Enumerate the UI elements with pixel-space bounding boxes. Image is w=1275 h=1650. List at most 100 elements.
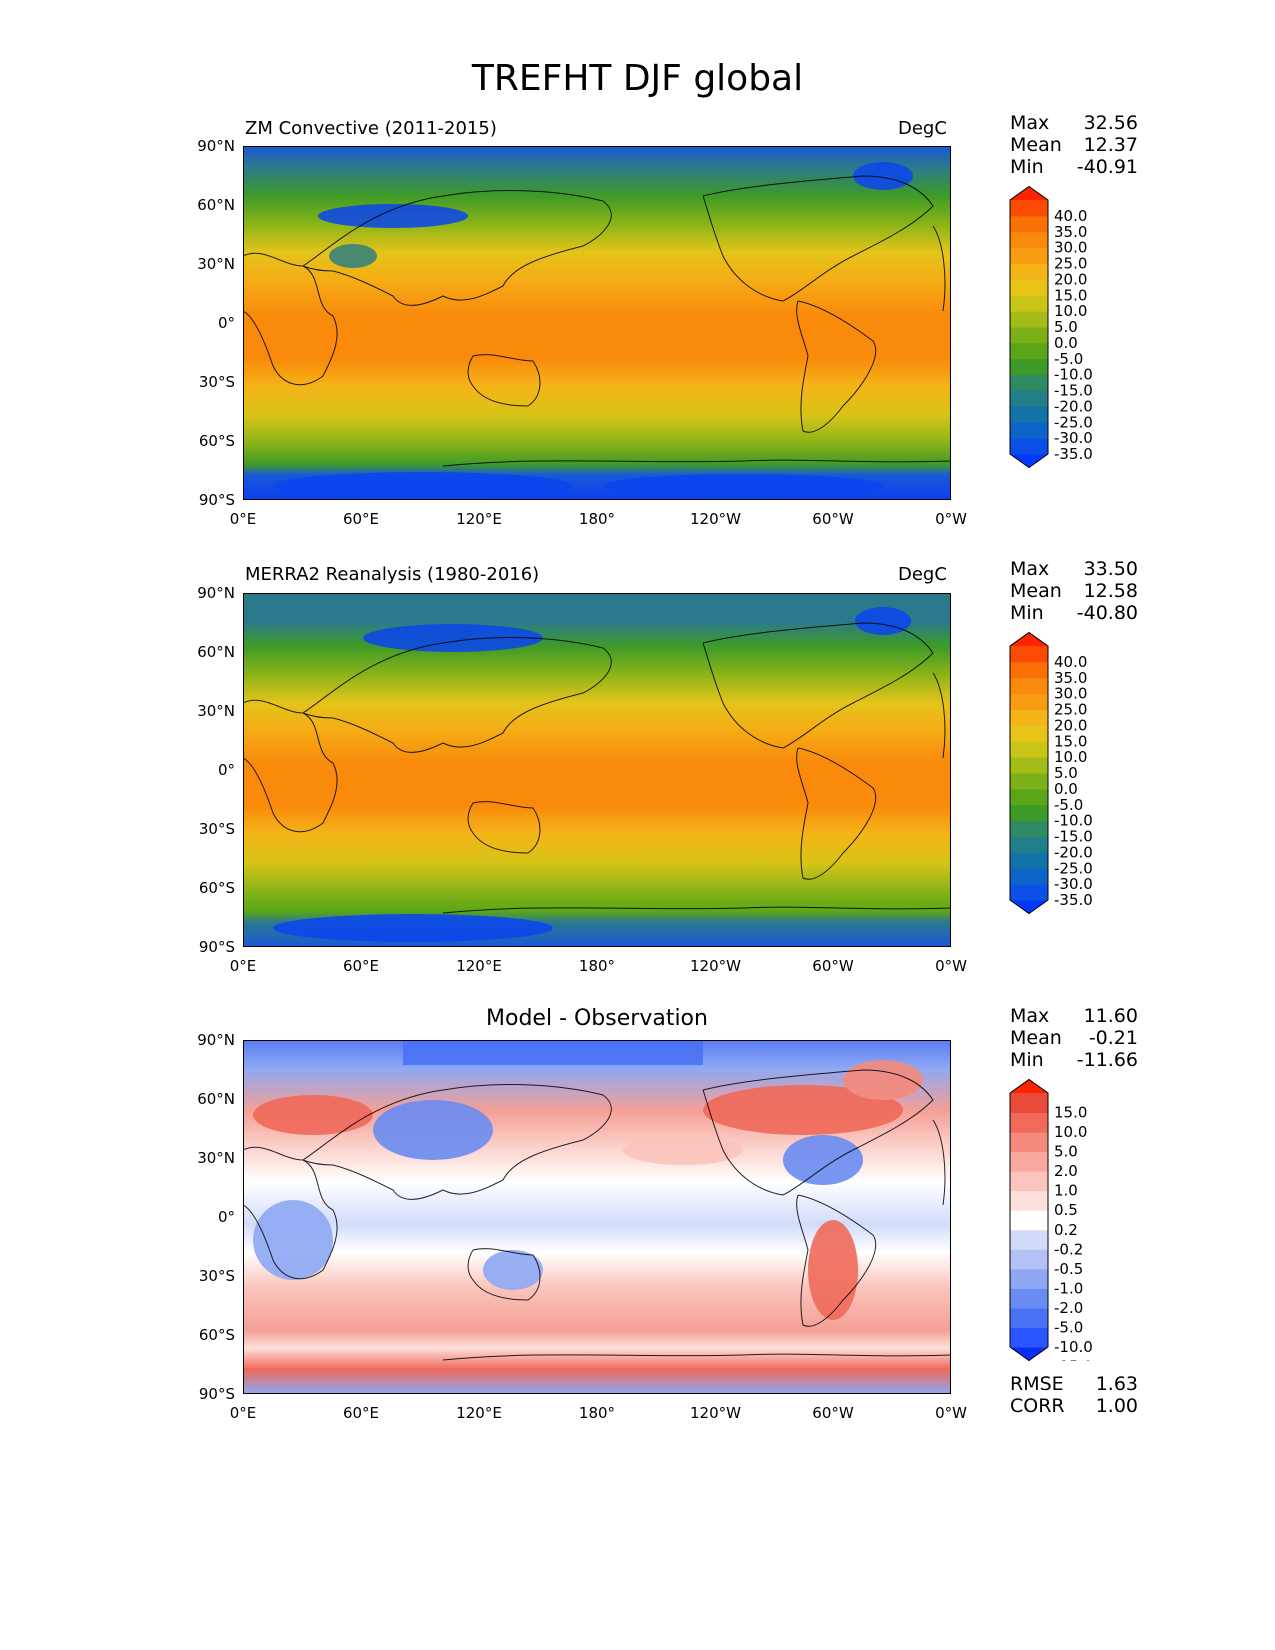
colorbar-extend-max <box>1010 632 1048 646</box>
colorbar-tick-label: -2.0 <box>1054 1299 1083 1317</box>
colorbar-tick-label: -0.2 <box>1054 1240 1083 1258</box>
colorbar-segment <box>1010 231 1048 249</box>
lon-tick-label: 0°E <box>229 1404 257 1422</box>
colorbar-segment <box>1010 677 1048 695</box>
lat-tick-label: 60°N <box>197 643 235 661</box>
lon-tick-label: 120°E <box>456 1404 502 1422</box>
panel-3-title: Model - Observation <box>486 1006 708 1031</box>
panel-2-colorbar: 40.035.030.025.020.015.010.05.00.0-5.0-1… <box>1009 632 1093 914</box>
colorbar-segment <box>1010 1288 1048 1309</box>
colorbar-tick-label: -35.0 <box>1054 891 1093 909</box>
colorbar-tick-label: -35.0 <box>1054 445 1093 463</box>
colorbar-extend-max <box>1010 1079 1048 1093</box>
lat-tick-label: 60°N <box>197 196 235 214</box>
colorbar-segment <box>1010 836 1048 853</box>
lon-tick-label: 0°W <box>935 1404 967 1422</box>
colorbar-segment <box>1010 1249 1048 1270</box>
colorbar-segment <box>1010 422 1048 439</box>
colorbar-segment <box>1010 804 1048 822</box>
panel-2-map <box>243 593 951 947</box>
colorbar-tick-label: 30.0 <box>1054 685 1087 703</box>
colorbar-extend-min <box>1010 454 1048 468</box>
lon-tick-label: 120°W <box>690 957 741 975</box>
lat-tick-label: 30°S <box>198 373 235 391</box>
colorbar-tick-label: 35.0 <box>1054 223 1087 241</box>
lat-tick-label: 30°S <box>198 820 235 838</box>
colorbar-tick-label: 20.0 <box>1054 270 1087 288</box>
colorbar-segment <box>1010 1210 1048 1231</box>
lat-tick-label: 90°N <box>197 584 235 602</box>
panel-1-field <box>243 146 951 500</box>
colorbar-segment <box>1010 788 1048 806</box>
colorbar-extend-min <box>1010 1347 1048 1361</box>
lon-tick-label: 120°E <box>456 957 502 975</box>
colorbar-tick-label: -15.0 <box>1054 382 1093 400</box>
lon-tick-label: 120°E <box>456 510 502 528</box>
colorbar-tick-label: -10.0 <box>1054 812 1093 830</box>
colorbar-segment <box>1010 406 1048 423</box>
panel-2-coastlines <box>243 622 951 914</box>
panel-2-stats: Max 33.50 Mean 12.58 Min -40.80 <box>1010 558 1138 624</box>
colorbar-tick-label: -25.0 <box>1054 413 1093 431</box>
lon-tick-label: 120°W <box>690 1404 741 1422</box>
colorbar-segment <box>1010 438 1048 455</box>
panel-3-error-stats: RMSE 1.63 CORR 1.00 <box>1010 1373 1138 1417</box>
colorbar-segment <box>1010 279 1048 296</box>
colorbar-segment <box>1010 358 1048 376</box>
colorbar-segment <box>1010 1268 1048 1289</box>
lon-tick-label: 180° <box>578 1404 616 1422</box>
lat-tick-label: 0° <box>217 314 235 332</box>
colorbar-tick-label: 5.0 <box>1054 764 1078 782</box>
colorbar-tick-label: -20.0 <box>1054 397 1093 415</box>
colorbar-segment <box>1010 709 1048 726</box>
colorbar-segment <box>1010 820 1048 837</box>
colorbar-tick-label: 0.0 <box>1054 334 1078 352</box>
colorbar-segment <box>1010 1190 1048 1211</box>
colorbar-segment <box>1010 741 1048 758</box>
colorbar-segment <box>1010 1112 1048 1133</box>
colorbar-segment <box>1010 646 1048 663</box>
colorbar-segment <box>1010 311 1048 328</box>
colorbar-tick-label: -10.0 <box>1054 1338 1093 1356</box>
lat-tick-label: 90°N <box>197 1031 235 1049</box>
colorbar-segment <box>1010 263 1048 280</box>
colorbar-tick-label: -5.0 <box>1054 796 1083 814</box>
colorbar-tick-label: 0.5 <box>1054 1201 1078 1219</box>
colorbar-tick-label: 10.0 <box>1054 748 1087 766</box>
colorbar-segment <box>1010 661 1048 679</box>
colorbar-segment <box>1010 852 1048 869</box>
colorbar-segment <box>1010 1151 1048 1172</box>
colorbar-tick-label: -1.0 <box>1054 1279 1083 1297</box>
colorbar-tick-label: 5.0 <box>1054 1143 1078 1161</box>
colorbar-segment <box>1010 693 1048 710</box>
lon-tick-label: 60°W <box>812 510 854 528</box>
colorbar-segment <box>1010 327 1048 344</box>
colorbar-segment <box>1010 215 1048 233</box>
lat-tick-label: 90°N <box>197 137 235 155</box>
panel-1-stats: Max 32.56 Mean 12.37 Min -40.91 <box>1010 112 1138 178</box>
colorbar-tick-label: 40.0 <box>1054 653 1087 671</box>
colorbar-tick-label: 25.0 <box>1054 701 1087 719</box>
colorbar-extend-min <box>1010 900 1048 914</box>
colorbar-extend-max <box>1010 186 1048 200</box>
colorbar-tick-label: 30.0 <box>1054 239 1087 257</box>
colorbar-segment <box>1010 247 1048 264</box>
lon-tick-label: 0°W <box>935 510 967 528</box>
colorbar-tick-label: -20.0 <box>1054 843 1093 861</box>
colorbar-tick-label: 10.0 <box>1054 302 1087 320</box>
lon-tick-label: 60°E <box>342 510 380 528</box>
lat-tick-label: 60°S <box>198 1326 235 1344</box>
panel-3-coastlines <box>243 1069 951 1361</box>
figure-title: TREFHT DJF global <box>471 58 804 99</box>
lon-tick-label: 60°W <box>812 1404 854 1422</box>
lat-tick-label: 0° <box>217 1208 235 1226</box>
colorbar-tick-label: 40.0 <box>1054 207 1087 225</box>
lat-tick-label: 90°S <box>198 1385 235 1403</box>
colorbar-tick-label: -30.0 <box>1054 429 1093 447</box>
colorbar-segment <box>1010 725 1048 742</box>
colorbar-tick-label: 0.0 <box>1054 780 1078 798</box>
colorbar-tick-label: 1.0 <box>1054 1182 1078 1200</box>
panel-1-title: ZM Convective (2011-2015) <box>245 118 497 139</box>
lat-tick-label: 90°S <box>198 938 235 956</box>
colorbar-segment <box>1010 200 1048 217</box>
